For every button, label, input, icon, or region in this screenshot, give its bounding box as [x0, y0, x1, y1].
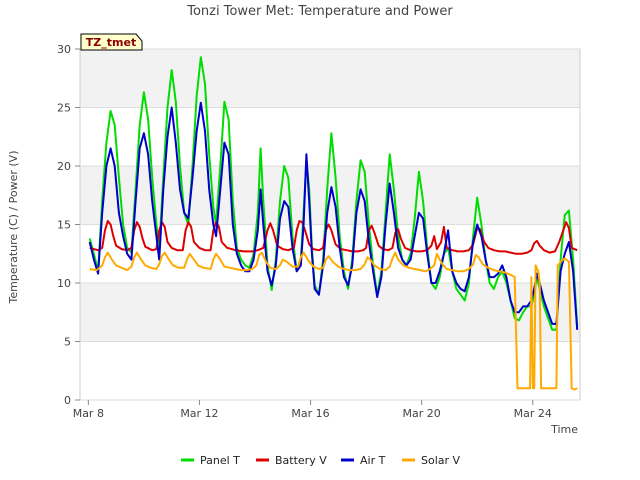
legend-label: Battery V	[275, 454, 327, 467]
y-tick-label: 15	[57, 219, 71, 232]
y-axis-label: Temperature (C) / Power (V)	[7, 150, 20, 304]
x-tick-label: Mar 16	[291, 407, 329, 420]
series-line-solar-v	[89, 251, 578, 391]
plot-band	[80, 49, 580, 108]
x-tick-label: Mar 12	[180, 407, 218, 420]
legend-label: Panel T	[200, 454, 240, 467]
axis-ticks: 0 5 10 15 20 25 30 Mar 8 Mar 12 Mar 16 Mar 20 Mar 2…	[57, 43, 552, 420]
annotation-text: TZ_tmet	[86, 36, 136, 49]
series-lines	[88, 56, 579, 391]
y-tick-label: 5	[64, 336, 71, 349]
chart-title: Tonzi Tower Met: Temperature and Power	[186, 4, 453, 19]
y-tick-label: 10	[57, 277, 71, 290]
plot-band	[80, 341, 580, 400]
y-tick-label: 25	[57, 102, 71, 115]
legend-label: Air T	[360, 454, 386, 467]
x-tick-label: Mar 20	[403, 407, 441, 420]
annotation-box: TZ_tmet	[80, 33, 143, 51]
x-axis-label: Time	[550, 423, 578, 436]
series-line-air-t	[88, 101, 579, 330]
y-tick-label: 0	[64, 394, 71, 407]
series-line-panel-t	[88, 56, 579, 331]
legend: Panel T Battery V Air T Solar V	[181, 454, 461, 467]
annotation-box-shape	[80, 33, 143, 51]
y-tick-label: 30	[57, 43, 71, 56]
x-tick-label: Mar 24	[514, 407, 552, 420]
legend-label: Solar V	[421, 454, 461, 467]
x-tick-label: Mar 8	[73, 407, 104, 420]
plot-band	[80, 283, 580, 342]
y-tick-label: 20	[57, 160, 71, 173]
